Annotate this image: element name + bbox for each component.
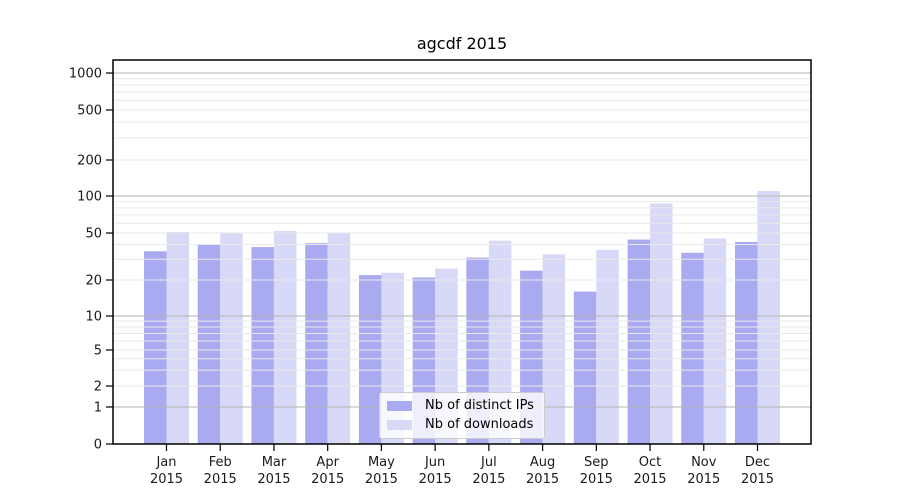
y-tick-label: 5 bbox=[94, 344, 102, 359]
x-tick-label-month-nov: Nov bbox=[691, 455, 717, 470]
bar-distinct-ips-nov bbox=[681, 252, 704, 444]
x-tick-label-month-mar: Mar bbox=[262, 455, 287, 470]
bar-downloads-aug bbox=[542, 254, 566, 444]
bar-downloads-mar bbox=[273, 230, 297, 444]
bar-downloads-jan bbox=[166, 231, 189, 444]
bar-distinct-ips-sep bbox=[573, 291, 597, 444]
x-tick-label-month-feb: Feb bbox=[209, 455, 232, 470]
y-tick-label: 100 bbox=[77, 190, 102, 205]
x-tick-label-year-feb: 2015 bbox=[204, 472, 237, 487]
x-tick-label-year-jul: 2015 bbox=[472, 472, 505, 487]
x-tick-label-month-oct: Oct bbox=[639, 455, 661, 470]
y-tick-label: 500 bbox=[77, 104, 102, 119]
y-tick-label: 1 bbox=[94, 401, 102, 416]
legend-swatch-downloads-icon bbox=[387, 419, 412, 430]
x-tick-label-year-jan: 2015 bbox=[150, 472, 183, 487]
x-tick-label-month-jun: Jun bbox=[424, 455, 445, 470]
x-tick-label-year-apr: 2015 bbox=[311, 472, 344, 487]
x-tick-label-year-jun: 2015 bbox=[419, 472, 452, 487]
bar-distinct-ips-feb bbox=[197, 244, 221, 444]
bar-downloads-feb bbox=[220, 233, 243, 444]
x-tick-label-year-mar: 2015 bbox=[257, 472, 290, 487]
bar-downloads-sep bbox=[596, 249, 619, 444]
x-tick-label-month-apr: Apr bbox=[316, 455, 339, 470]
y-tick-label: 0 bbox=[94, 438, 102, 453]
x-tick-label-year-dec: 2015 bbox=[741, 472, 774, 487]
plot-border bbox=[112, 59, 812, 445]
y-tick-label: 1000 bbox=[69, 67, 102, 82]
x-tick-label-year-nov: 2015 bbox=[687, 472, 720, 487]
bar-distinct-ips-oct bbox=[627, 239, 651, 444]
legend-label-downloads: Nb of downloads bbox=[425, 417, 534, 432]
bar-distinct-ips-mar bbox=[251, 247, 274, 444]
y-tick-label: 200 bbox=[77, 154, 102, 169]
x-tick-label-year-aug: 2015 bbox=[526, 472, 559, 487]
legend-label-distinct-ips: Nb of distinct IPs bbox=[425, 398, 534, 413]
legend-swatch-distinct-ips-icon bbox=[387, 400, 412, 411]
bar-distinct-ips-may bbox=[358, 275, 382, 444]
chart-title: agcdf 2015 bbox=[416, 34, 508, 53]
y-tick-label: 20 bbox=[85, 274, 102, 289]
x-tick-label-year-oct: 2015 bbox=[633, 472, 666, 487]
y-tick-label: 50 bbox=[85, 227, 102, 242]
bar-distinct-ips-apr bbox=[305, 243, 328, 444]
x-tick-label-month-jul: Jul bbox=[480, 455, 497, 470]
bar-downloads-oct bbox=[650, 203, 673, 444]
x-tick-label-month-dec: Dec bbox=[745, 455, 770, 470]
x-tick-label-month-jan: Jan bbox=[155, 455, 176, 470]
bar-distinct-ips-jan bbox=[144, 251, 167, 444]
chart-legend: Nb of distinct IPs Nb of downloads bbox=[379, 392, 545, 439]
legend-item-downloads: Nb of downloads bbox=[387, 417, 536, 432]
bar-downloads-apr bbox=[327, 233, 351, 444]
x-tick-label-month-aug: Aug bbox=[530, 455, 555, 470]
bar-downloads-dec bbox=[757, 191, 780, 444]
bar-distinct-ips-dec bbox=[734, 241, 758, 444]
x-tick-label-month-sep: Sep bbox=[584, 455, 609, 470]
x-tick-label-year-may: 2015 bbox=[365, 472, 398, 487]
y-tick-label: 10 bbox=[85, 310, 102, 325]
legend-item-distinct-ips: Nb of distinct IPs bbox=[387, 398, 536, 413]
x-tick-label-year-sep: 2015 bbox=[580, 472, 613, 487]
y-tick-label: 2 bbox=[94, 380, 102, 395]
x-tick-label-month-may: May bbox=[368, 455, 395, 470]
